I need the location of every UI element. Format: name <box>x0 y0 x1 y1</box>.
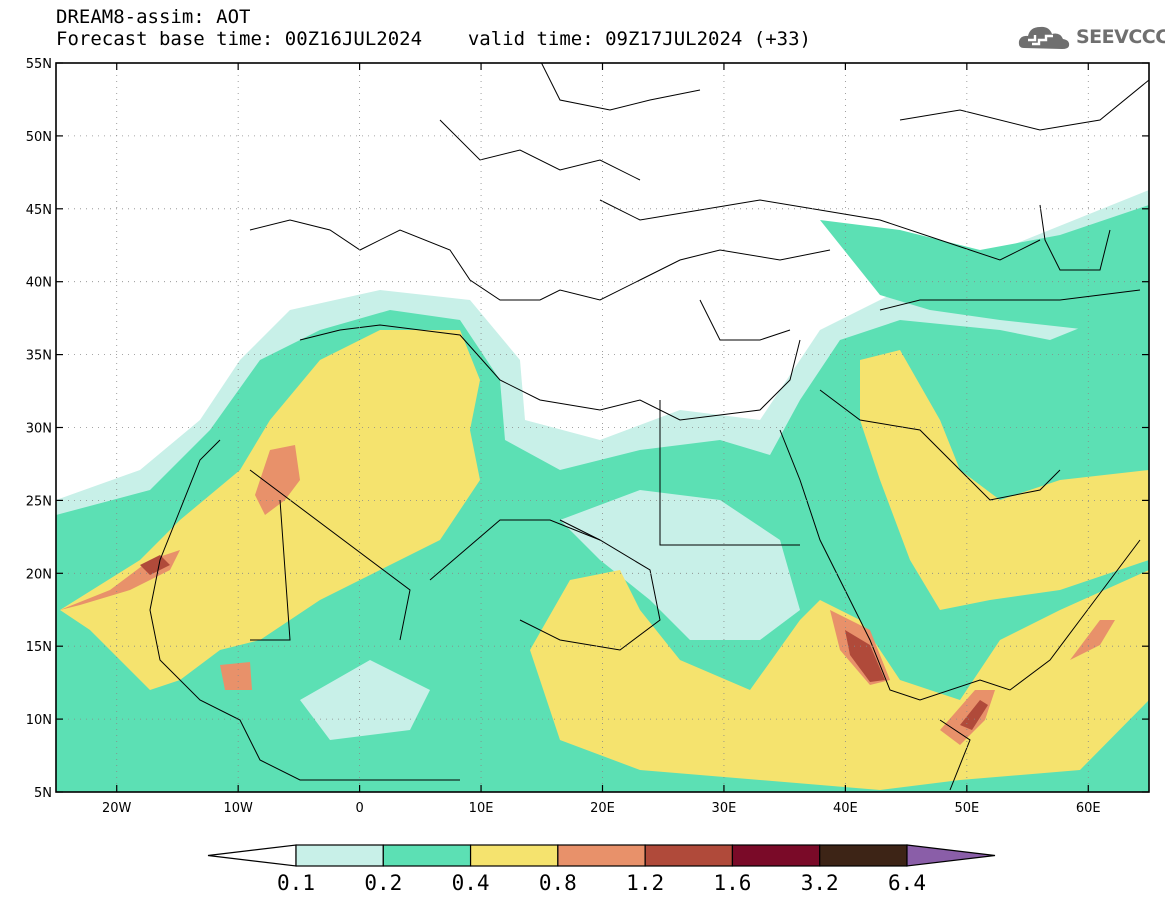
valid-time: valid time: 09Z17JUL2024 (+33) <box>467 28 811 50</box>
aot-band-05b <box>960 700 988 730</box>
lon-tick-label: 40E <box>833 801 858 816</box>
colorbar-box <box>819 844 908 867</box>
colorbar-box <box>644 844 734 867</box>
lat-tick-label: 55N <box>26 57 52 72</box>
coastlines <box>149 63 1149 791</box>
lat-tick-label: 20N <box>26 567 52 582</box>
seevccc-logo: SEEVCCC <box>1018 22 1165 52</box>
axis-ticks: 55N 50N 45N 40N 35N 30N 25N 20N 15N 10N 5N 20W 10W 0 1… <box>26 57 1149 816</box>
lon-tick-label: 10W <box>223 801 253 816</box>
lat-tick-label: 10N <box>26 713 52 728</box>
aot-band-05c <box>140 555 170 575</box>
aot-field <box>56 63 1149 792</box>
colorbar-over-triangle <box>906 844 996 867</box>
lon-tick-label: 50E <box>954 801 979 816</box>
lon-tick-label: 60E <box>1076 801 1101 816</box>
colorbar-level-label: 0.8 <box>539 871 577 895</box>
lon-tick-label: 20W <box>102 801 132 816</box>
aot-band-04e <box>1070 620 1115 660</box>
lon-tick-label: 30E <box>712 801 737 816</box>
colorbar-box <box>469 844 559 867</box>
colorbar-level-label: 1.2 <box>626 871 664 895</box>
lat-tick-label: 25N <box>26 494 52 509</box>
logo-text: SEEVCCC <box>1076 26 1165 48</box>
aot-band-01c <box>300 660 430 740</box>
time-line: Forecast base time: 00Z16JUL2024 valid t… <box>56 28 811 50</box>
lat-tick-label: 30N <box>26 422 52 437</box>
lon-tick-label: 0 <box>355 801 363 816</box>
colorbar-under-triangle <box>207 844 297 867</box>
base-time: Forecast base time: 00Z16JUL2024 <box>56 28 423 50</box>
colorbar-box <box>295 844 384 867</box>
colorbar-level-label: 3.2 <box>801 871 839 895</box>
aot-band-04f <box>220 662 252 690</box>
lat-tick-label: 50N <box>26 130 52 145</box>
lat-tick-label: 5N <box>34 786 52 801</box>
lon-tick-label: 20E <box>590 801 615 816</box>
colorbar-level-label: 0.4 <box>452 871 490 895</box>
aot-band-05a <box>845 630 885 682</box>
colorbar-box <box>557 844 646 867</box>
colorbar-level-label: 1.6 <box>713 871 751 895</box>
lon-tick-label: 10E <box>469 801 494 816</box>
lat-tick-label: 35N <box>26 349 52 364</box>
lat-tick-label: 40N <box>26 276 52 291</box>
colorbar-box <box>382 844 472 867</box>
colorbar: 0.1 0.2 0.4 0.8 1.2 1.6 3.2 6.4 <box>207 844 996 895</box>
colorbar-level-label: 0.1 <box>277 871 315 895</box>
model-title: DREAM8-assim: AOT <box>56 6 251 28</box>
lat-tick-label: 15N <box>26 640 52 655</box>
colorbar-level-label: 6.4 <box>888 871 926 895</box>
colorbar-level-label: 0.2 <box>364 871 402 895</box>
aot-band-01b <box>560 490 800 640</box>
aot-band-04b <box>255 445 300 515</box>
lat-tick-label: 45N <box>26 203 52 218</box>
map-title: DREAM8-assim: AOT Forecast base time: 00… <box>56 6 811 50</box>
aot-band-03c <box>860 350 1149 610</box>
colorbar-box <box>731 844 821 867</box>
cloud-logo-icon <box>1018 26 1070 49</box>
aot-band-03b <box>530 570 1149 790</box>
